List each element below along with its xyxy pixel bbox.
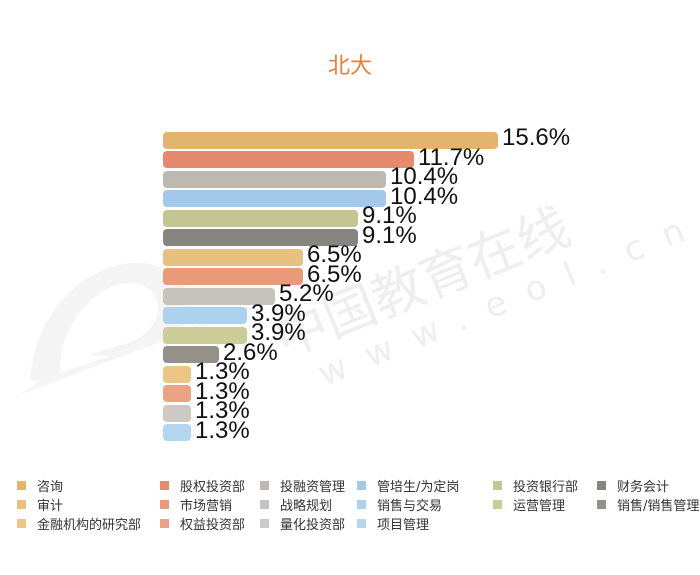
bar[interactable] [163, 385, 191, 402]
legend-swatch-icon [597, 481, 606, 490]
legend-label: 管培生/为定岗 [377, 480, 460, 495]
bar-value-label: 5.2% [279, 280, 334, 307]
legend-label: 金融机构的研究部 [37, 518, 142, 533]
bar[interactable] [163, 404, 191, 422]
legend-item[interactable]: 市场营销 [160, 495, 232, 514]
bar[interactable] [163, 307, 247, 324]
legend-swatch-icon [493, 481, 502, 490]
legend-label: 运营管理 [513, 499, 566, 514]
legend-label: 股权投资部 [180, 480, 246, 495]
legend-item[interactable]: 股权投资部 [160, 476, 245, 495]
legend-swatch-icon [160, 519, 169, 528]
bar-value-label: 1.3% [195, 358, 250, 385]
bar-value-label: 1.3% [195, 397, 250, 424]
bar[interactable] [163, 151, 414, 168]
bar[interactable] [163, 287, 275, 305]
legend-swatch-icon [493, 500, 502, 509]
legend-swatch-icon [597, 500, 606, 509]
bar-value-label: 15.6% [502, 124, 571, 151]
legend-item[interactable]: 战略规划 [260, 495, 332, 514]
bar-value-label: 10.4% [390, 182, 459, 210]
legend-item[interactable]: 权益投资部 [160, 514, 245, 533]
legend-item[interactable]: 咨询 [17, 476, 63, 495]
legend-swatch-icon [17, 500, 26, 509]
bar-value-label: 1.3% [195, 416, 250, 444]
legend-label: 项目管理 [377, 518, 430, 533]
bar-value-label: 11.7% [418, 143, 485, 171]
bar-value-label: 6.5% [307, 260, 362, 288]
legend-label: 咨询 [37, 480, 64, 495]
legend-swatch-icon [160, 481, 169, 490]
bar-value-label: 1.3% [195, 377, 250, 405]
bar[interactable] [163, 326, 247, 344]
bar-value-label: 9.1% [362, 221, 417, 249]
legend-item[interactable]: 项目管理 [357, 514, 429, 533]
legend-label: 销售/销售管理 [617, 499, 700, 514]
legend-item[interactable]: 管培生/为定岗 [357, 476, 459, 495]
bar[interactable] [163, 209, 358, 227]
bar-value-label: 3.9% [251, 299, 306, 327]
bar-value-label: 9.1% [362, 202, 417, 229]
legend-swatch-icon [357, 500, 366, 509]
legend-swatch-icon [357, 519, 366, 528]
bar[interactable] [163, 248, 303, 266]
legend-swatch-icon [17, 481, 26, 490]
bar[interactable] [163, 424, 191, 441]
legend-item[interactable]: 销售/销售管理 [597, 495, 699, 514]
legend-item[interactable]: 金融机构的研究部 [17, 514, 141, 533]
legend-label: 权益投资部 [180, 518, 246, 533]
legend-swatch-icon [260, 500, 269, 509]
legend-item[interactable]: 审计 [17, 495, 63, 514]
legend-label: 财务会计 [617, 480, 670, 495]
bar[interactable] [163, 365, 191, 383]
legend-item[interactable]: 销售与交易 [357, 495, 442, 514]
legend-label: 市场营销 [180, 499, 233, 514]
legend-label: 销售与交易 [377, 499, 443, 514]
legend-swatch-icon [17, 519, 26, 528]
legend-item[interactable]: 投资银行部 [493, 476, 578, 495]
bar[interactable] [163, 170, 386, 188]
legend-item[interactable]: 量化投资部 [260, 514, 345, 533]
bar-value-label: 6.5% [307, 241, 362, 268]
bar[interactable] [163, 190, 386, 207]
legend-label: 战略规划 [280, 499, 333, 514]
legend-swatch-icon [357, 481, 366, 490]
legend-swatch-icon [260, 519, 269, 528]
bar-value-label: 3.9% [251, 319, 306, 346]
legend-swatch-icon [260, 481, 269, 490]
bar[interactable] [163, 268, 303, 285]
bar[interactable] [163, 131, 498, 149]
legend-label: 审计 [37, 499, 64, 514]
bar[interactable] [163, 229, 358, 246]
legend-label: 投资银行部 [513, 480, 579, 495]
bar-value-label: 10.4% [390, 163, 459, 190]
legend-label: 量化投资部 [280, 518, 346, 533]
legend-item[interactable]: 投融资管理 [260, 476, 345, 495]
legend-swatch-icon [160, 500, 169, 509]
bar[interactable] [163, 346, 219, 363]
bar-value-label: 2.6% [223, 338, 278, 366]
legend-label: 投融资管理 [280, 480, 346, 495]
chart-title: 北大 [327, 54, 372, 79]
legend-item[interactable]: 运营管理 [493, 495, 565, 514]
legend-item[interactable]: 财务会计 [597, 476, 669, 495]
